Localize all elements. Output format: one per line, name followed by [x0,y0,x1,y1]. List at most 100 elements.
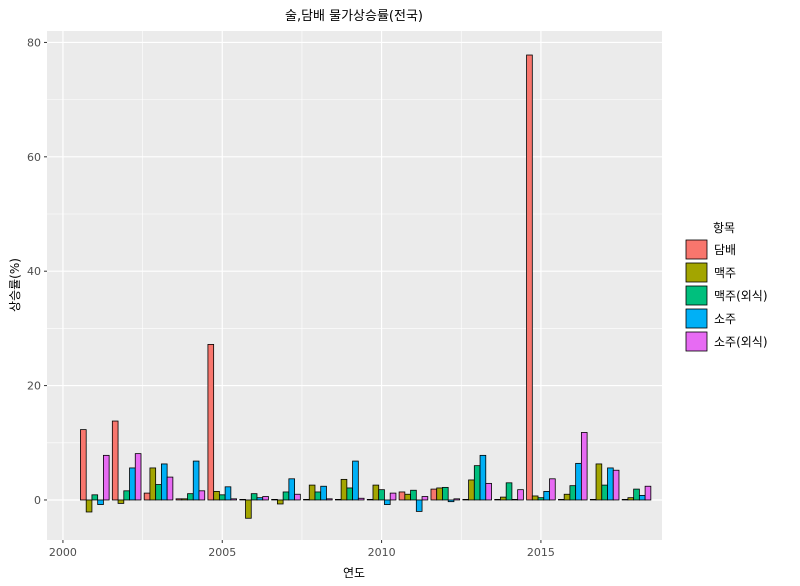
bar [500,496,507,501]
bar [123,490,130,501]
bar [479,454,487,501]
legend-label: 소주(외식) [714,335,768,349]
bar [410,489,417,501]
bar [303,498,310,501]
bar [384,499,391,505]
bar [638,494,646,501]
bar [207,344,215,501]
bar [404,493,411,501]
bar [473,465,481,501]
y-tick-label: 80 [27,36,41,49]
bar [160,463,168,501]
bar [239,498,246,501]
y-tick-label: 60 [27,151,41,164]
bar [398,491,406,501]
bar [389,492,397,501]
legend-title: 항목 [713,221,735,235]
bar [468,479,475,501]
legend-swatch [685,331,708,352]
bar [326,498,333,501]
bar [633,488,640,501]
bar [320,485,327,501]
bar [543,490,550,501]
bar [462,498,469,501]
x-axis-title: 연도 [343,566,365,580]
bar [143,492,151,501]
legend-swatch [685,308,708,329]
bar [595,463,603,501]
bar [181,498,188,501]
bar [187,493,194,501]
chart-title: 술,담배 물가상승률(전국) [285,9,423,24]
bar [334,498,342,501]
bar [494,498,501,501]
bar [80,429,87,501]
bar [91,494,99,501]
bar [117,499,125,504]
bar [612,469,620,501]
bar [111,420,119,501]
y-axis: 0 20 40 60 80 [27,36,47,507]
bar [129,467,136,501]
bar [97,499,104,505]
legend-label: 소주 [714,312,736,326]
bar [218,494,226,501]
x-axis: 2000 2005 2010 2015 [49,540,555,559]
bar [230,498,237,501]
bar [442,486,449,501]
bar [175,498,183,501]
bar [103,454,110,501]
bar [357,497,365,501]
bar [262,496,269,501]
legend-label: 맥주 [714,266,736,280]
bar [549,478,556,501]
bar [621,498,629,501]
bar [558,498,565,501]
bar [288,478,295,501]
bar [340,478,348,501]
bar [166,476,174,501]
bar [271,498,278,501]
bar [308,484,316,501]
bar [149,467,157,501]
x-tick-label: 2010 [368,546,396,559]
bar [589,498,597,501]
y-tick-label: 20 [27,380,41,393]
bar [213,490,220,501]
bar [601,484,608,501]
bar [366,498,374,501]
y-axis-title: 상승률(%) [8,258,22,312]
bar [569,485,577,501]
legend-swatch [685,262,708,283]
x-tick-label: 2015 [527,546,555,559]
bar [282,491,290,501]
bar [627,497,635,501]
bar [155,484,162,501]
bar [526,54,533,501]
bar [644,485,652,501]
y-tick-label: 0 [34,494,41,507]
bar [134,453,142,501]
bar [192,460,200,501]
bar [378,489,385,501]
legend-swatch [685,239,708,260]
bar [607,467,614,501]
bars [80,54,652,519]
bar [415,499,423,512]
bar [346,487,353,501]
bar [575,462,582,501]
bar [505,482,513,501]
bar [294,493,301,501]
bar [537,497,545,501]
legend-swatch [685,285,708,306]
bar [198,490,206,501]
bar [352,460,359,501]
bar [453,498,461,501]
bar [256,497,264,501]
bar [276,499,284,505]
bar [314,491,322,501]
bar [245,499,252,519]
plot-panel [47,31,662,540]
